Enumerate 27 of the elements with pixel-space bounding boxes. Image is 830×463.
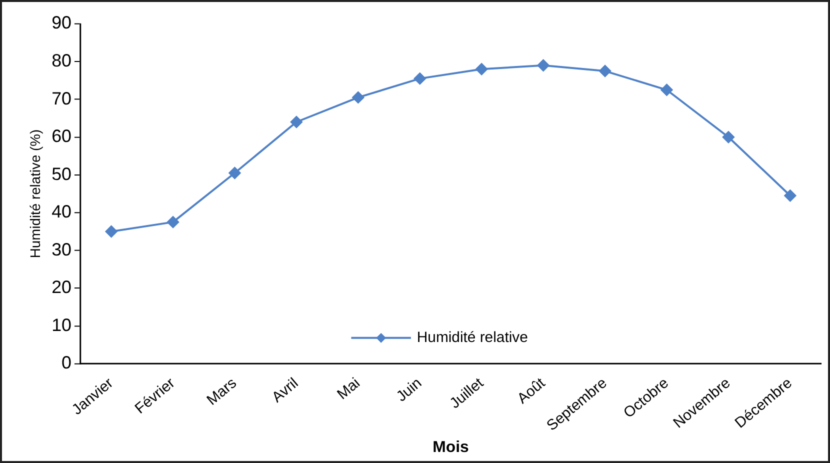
point: [352, 92, 364, 104]
y-tick-label: 60: [52, 126, 72, 146]
y-tick-label: 90: [52, 12, 72, 33]
point: [660, 84, 673, 96]
point: [105, 226, 118, 238]
point: [722, 131, 734, 144]
x-axis-title: Mois: [432, 438, 470, 456]
point: [476, 63, 488, 76]
y-axis-title: Humidité relative (%): [27, 129, 44, 258]
y-tick-label: 30: [52, 239, 72, 260]
legend-label: Humidité relative: [416, 330, 528, 346]
point: [290, 116, 302, 128]
y-tick-label: 20: [52, 277, 72, 298]
point: [414, 72, 426, 85]
y-tick-label: 50: [52, 164, 72, 184]
x-tick-label: Mai: [334, 375, 364, 404]
y-tick-label: 70: [52, 88, 72, 108]
point: [228, 167, 241, 179]
y-tick-label: 10: [52, 314, 72, 335]
y-tick-label: 0: [62, 352, 72, 373]
point: [537, 59, 550, 72]
point: [167, 216, 179, 228]
point: [784, 190, 796, 202]
point: [599, 65, 611, 77]
y-tick-label: 40: [52, 202, 72, 222]
y-tick-label: 80: [52, 50, 72, 70]
x-tick-label: Juin: [394, 375, 426, 406]
